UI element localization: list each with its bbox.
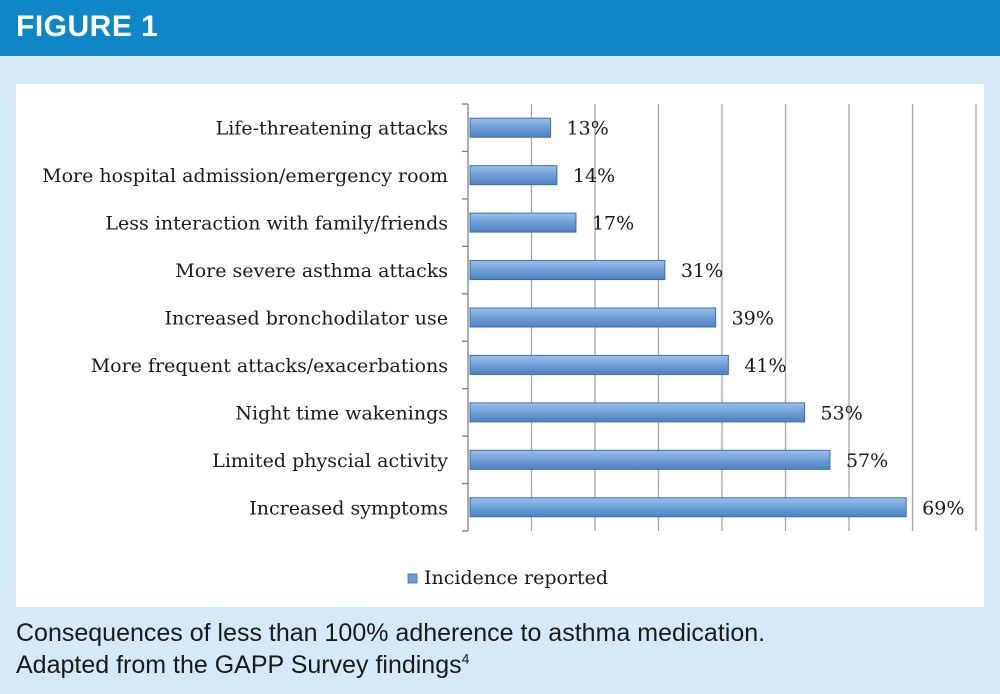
data-label: 17% (592, 213, 634, 235)
data-label: 39% (732, 308, 774, 330)
bar (469, 165, 558, 186)
caption-line-2-text: Adapted from the GAPP Survey findings (16, 651, 462, 679)
data-label: 31% (681, 260, 723, 282)
data-label: 69% (922, 497, 964, 519)
category-label: More frequent attacks/exacerbations (91, 355, 448, 377)
data-label: 53% (821, 402, 863, 424)
bar (469, 449, 831, 470)
category-label: Less interaction with family/friends (105, 213, 448, 235)
caption-line-2: Adapted from the GAPP Survey findings4 (16, 649, 984, 681)
figure-caption: Consequences of less than 100% adherence… (16, 617, 984, 681)
data-label: 14% (573, 165, 615, 187)
data-label: 13% (567, 118, 609, 140)
figure-header: FIGURE 1 (0, 0, 1000, 56)
bar (469, 212, 577, 233)
bar (469, 260, 666, 281)
bar (469, 497, 907, 518)
caption-footnote: 4 (461, 650, 470, 667)
category-label: More severe asthma attacks (175, 260, 448, 282)
data-label: 57% (846, 450, 888, 472)
chart-panel: Life-threatening attacks 13% More hospital… (16, 84, 984, 607)
data-label: 41% (744, 355, 786, 377)
category-label: More hospital admission/emergency room (42, 165, 448, 187)
caption-line-1: Consequences of less than 100% adherence… (16, 619, 766, 647)
category-label: Increased bronchodilator use (164, 308, 448, 330)
figure-title: FIGURE 1 (16, 10, 159, 43)
bar-chart: Life-threatening attacks 13% More hospital… (42, 103, 977, 589)
category-label: Limited physcial activity (212, 450, 448, 472)
bar (469, 307, 717, 328)
bar (469, 354, 729, 375)
category-label: Increased symptoms (249, 497, 448, 519)
bar (469, 117, 552, 138)
legend-label: Incidence reported (424, 567, 608, 589)
category-label: Life-threatening attacks (216, 118, 448, 140)
category-label: Night time wakenings (235, 402, 448, 424)
bar (469, 402, 806, 423)
legend-swatch (407, 573, 418, 584)
